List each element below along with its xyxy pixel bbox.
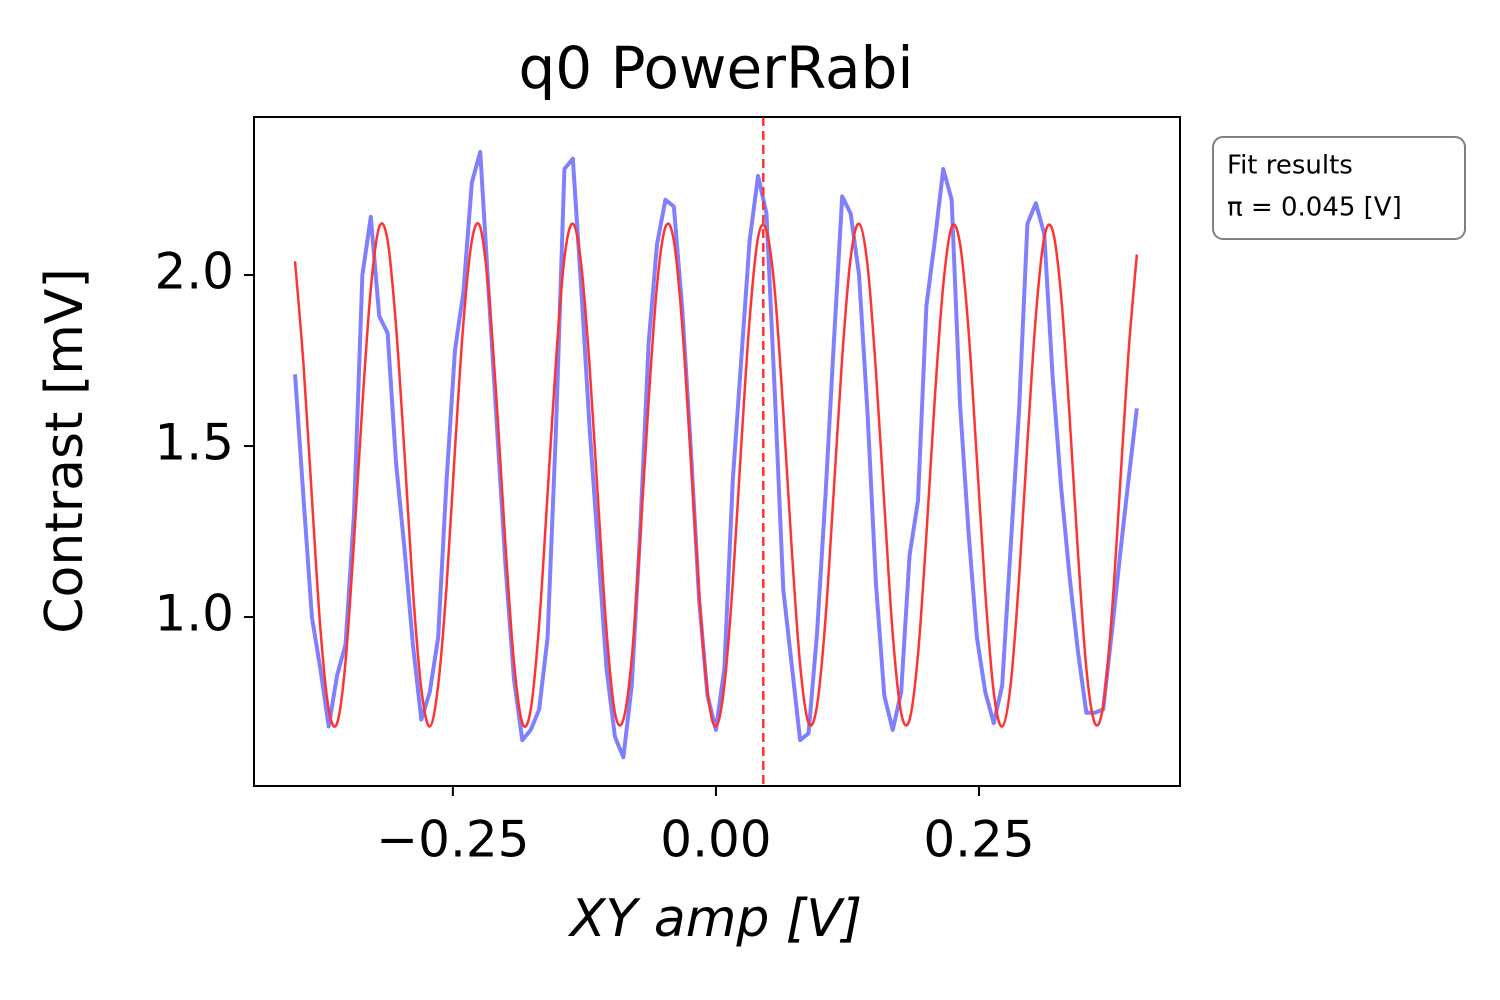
plot-frame <box>253 116 1181 787</box>
x-tick-label: −0.25 <box>376 811 529 869</box>
y-axis-label: Contrast [mV] <box>35 268 95 634</box>
chart-title: q0 PowerRabi <box>518 34 913 102</box>
x-axis-label: XY amp [V] <box>567 889 862 949</box>
y-tick-label: 1.0 <box>154 585 234 643</box>
fit-box-title: Fit results <box>1227 151 1353 181</box>
fit-box-value: π = 0.045 [V] <box>1227 193 1402 223</box>
x-tick-label: 0.25 <box>923 811 1034 869</box>
fit-line <box>293 222 1139 728</box>
x-tick-label: 0.00 <box>660 811 771 869</box>
y-tick-label: 2.0 <box>154 243 234 301</box>
fit-box <box>1212 136 1466 240</box>
y-tick-label: 1.5 <box>154 414 234 472</box>
